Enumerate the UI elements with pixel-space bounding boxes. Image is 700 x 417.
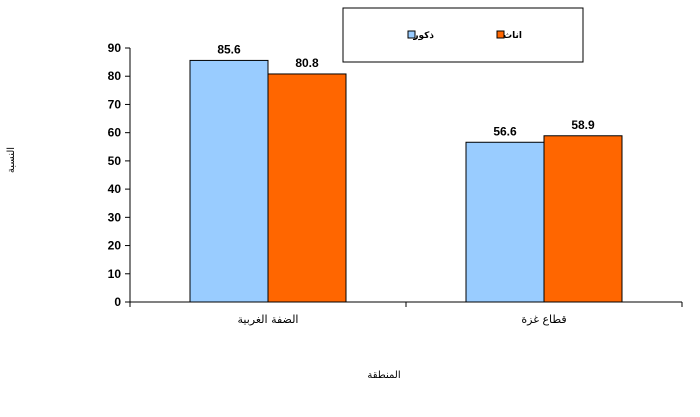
y-tick-label: 30 bbox=[108, 210, 122, 224]
y-axis-title: النسبة bbox=[6, 147, 17, 173]
data-label: 85.6 bbox=[217, 42, 241, 56]
category-label: قطاع غزة bbox=[521, 313, 566, 326]
y-tick-label: 90 bbox=[108, 41, 122, 55]
y-tick-label: 10 bbox=[108, 267, 122, 281]
y-tick-label: 40 bbox=[108, 182, 122, 196]
legend-label: ذكور bbox=[412, 31, 434, 41]
y-tick-label: 70 bbox=[108, 97, 122, 111]
x-axis-title: المنطقة bbox=[367, 370, 400, 381]
data-label: 58.9 bbox=[571, 118, 595, 132]
y-tick-label: 20 bbox=[108, 239, 122, 253]
y-tick-label: 80 bbox=[108, 69, 122, 83]
legend-box bbox=[342, 7, 584, 63]
legend-swatch bbox=[496, 30, 505, 39]
data-labels: 85.6 80.8 56.6 58.9 bbox=[217, 42, 595, 138]
bars bbox=[189, 59, 623, 303]
bar bbox=[189, 59, 269, 303]
bar bbox=[543, 135, 623, 303]
bar bbox=[465, 141, 545, 303]
legend-label: اناث bbox=[503, 31, 522, 41]
y-tick-label: 0 bbox=[114, 295, 121, 309]
y-tick-label: 60 bbox=[108, 126, 122, 140]
data-label: 56.6 bbox=[493, 124, 517, 138]
bar bbox=[267, 73, 347, 303]
data-label: 80.8 bbox=[295, 56, 319, 70]
legend-swatch bbox=[407, 30, 416, 39]
y-tick-label: 50 bbox=[108, 154, 122, 168]
category-label: الضفة الغربية bbox=[238, 313, 299, 326]
legend: ذكور اناث bbox=[342, 7, 584, 63]
